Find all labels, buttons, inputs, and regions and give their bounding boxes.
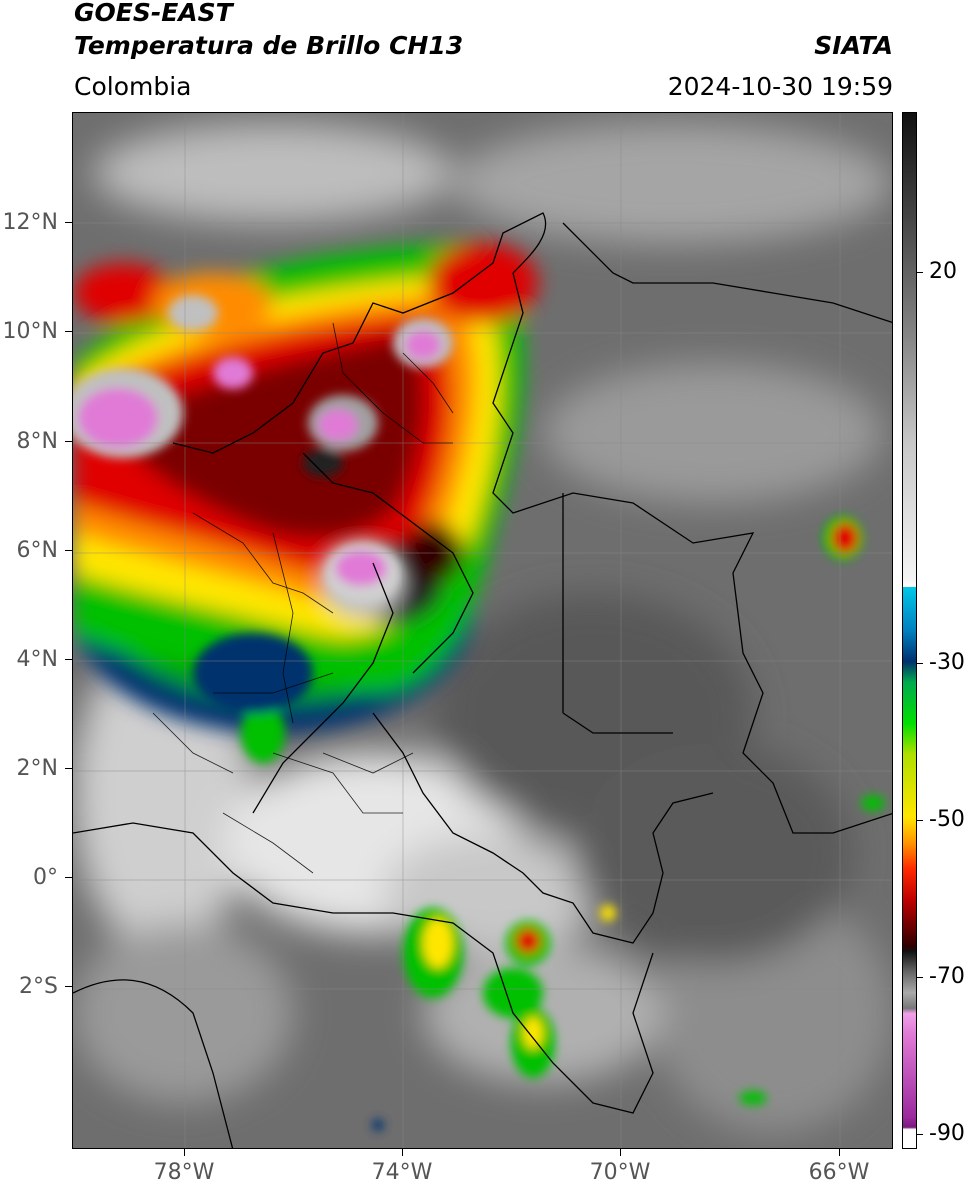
department-borders <box>152 322 454 874</box>
timestamp-label: 2024-10-30 19:59 <box>667 72 893 101</box>
region-label: Colombia <box>74 72 192 101</box>
lon-label-70w: 70°W <box>589 1160 651 1185</box>
lat-label-0: 0° <box>33 865 58 890</box>
cold-cloud-tops <box>73 295 453 603</box>
lon-label-78w: 78°W <box>153 1160 215 1185</box>
colorbar-tick <box>917 1134 923 1135</box>
country-borders <box>73 212 892 1148</box>
colorbar-tick <box>917 272 923 273</box>
colorbar-label-20: 20 <box>929 259 957 284</box>
lat-tick <box>65 986 72 987</box>
colorbar-tick <box>917 977 923 978</box>
lon-tick <box>620 1149 621 1156</box>
convective-cells-southeast <box>193 516 885 1131</box>
satellite-map[interactable] <box>72 112 893 1149</box>
lat-label-4n: 4°N <box>16 647 58 672</box>
lat-tick <box>65 550 72 551</box>
lat-tick <box>65 331 72 332</box>
lon-label-66w: 66°W <box>808 1160 870 1185</box>
map-canvas <box>73 113 892 1148</box>
colorbar-label-minus90: -90 <box>929 1121 965 1146</box>
colorbar-label-minus70: -70 <box>929 964 965 989</box>
colorbar <box>902 112 917 1149</box>
colorbar-label-minus30: -30 <box>929 650 965 675</box>
lon-tick <box>402 1149 403 1156</box>
lat-tick <box>65 768 72 769</box>
lat-tick <box>65 877 72 878</box>
lat-label-12n: 12°N <box>2 210 58 235</box>
lat-label-2s: 2°S <box>19 974 58 999</box>
lat-label-2n: 2°N <box>16 756 58 781</box>
graticule <box>73 113 892 1148</box>
product-title: Temperatura de Brillo CH13 <box>74 31 464 60</box>
colorbar-tick <box>917 820 923 821</box>
lon-tick <box>184 1149 185 1156</box>
colorbar-tick <box>917 663 923 664</box>
colorbar-label-minus50: -50 <box>929 807 965 832</box>
lat-label-8n: 8°N <box>16 429 58 454</box>
lon-label-74w: 74°W <box>371 1160 433 1185</box>
satellite-title: GOES-EAST <box>74 0 233 27</box>
lat-tick <box>65 659 72 660</box>
lon-tick <box>839 1149 840 1156</box>
lat-label-6n: 6°N <box>16 538 58 563</box>
lat-tick <box>65 441 72 442</box>
lat-tick <box>65 222 72 223</box>
lat-label-10n: 10°N <box>2 319 58 344</box>
agency-label: SIATA <box>814 31 893 60</box>
